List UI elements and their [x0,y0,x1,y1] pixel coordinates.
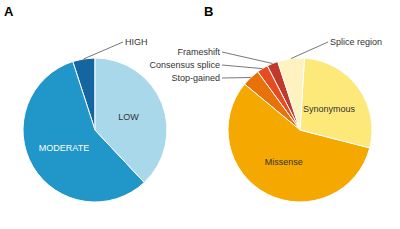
svg-text:Frameshift: Frameshift [177,47,220,57]
svg-text:HIGH: HIGH [125,37,148,47]
svg-text:Splice region: Splice region [330,37,382,47]
svg-text:LOW: LOW [118,112,139,122]
html-text:A: A [4,4,14,19]
svg-text:MODERATE: MODERATE [39,143,89,153]
svg-text:Consensus splice: Consensus splice [149,60,220,70]
svg-text:Synonymous: Synonymous [303,104,356,114]
svg-text:Stop-gained: Stop-gained [171,73,220,83]
html-text:B: B [204,4,214,19]
svg-text:Missense: Missense [265,157,303,167]
